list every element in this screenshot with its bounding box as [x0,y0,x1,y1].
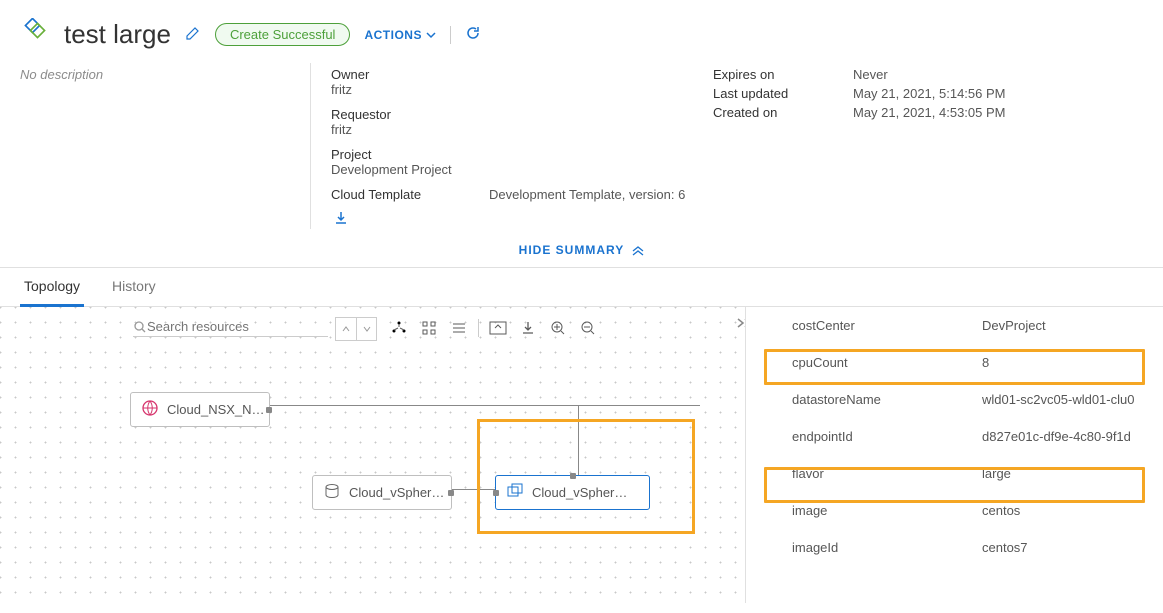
edit-title-icon[interactable] [185,25,201,44]
created-label: Created on [713,105,853,120]
zoom-out-icon[interactable] [577,317,599,339]
prop-key: costCenter [792,318,982,333]
search-icon [133,320,147,334]
node-nsx-network[interactable]: Cloud_NSX_N… [130,392,270,427]
actions-label: ACTIONS [364,28,422,42]
highlight-flavor-row [764,467,1145,503]
prop-row: costCenterDevProject [746,307,1163,344]
tab-history[interactable]: History [108,268,160,306]
prop-key: datastoreName [792,392,982,407]
port [493,490,499,496]
created-value: May 21, 2021, 4:53:05 PM [853,105,1005,120]
search-next[interactable] [356,318,376,340]
chevron-down-icon [426,30,436,40]
prop-key: imageId [792,540,982,555]
separator [450,26,451,44]
tab-topology[interactable]: Topology [20,268,84,307]
download-canvas-icon[interactable] [517,317,539,339]
edge [270,405,700,406]
vm-icon [506,482,524,503]
requestor-value: fritz [331,122,713,137]
updated-value: May 21, 2021, 5:14:56 PM [853,86,1005,101]
prop-row: endpointIdd827e01c-df9e-4c80-9f1d [746,418,1163,455]
search-input[interactable] [147,319,328,334]
search-prev[interactable] [336,318,356,340]
node-vm-selected[interactable]: Cloud_vSpher… [495,475,650,510]
cloud-template-value: Development Template, version: 6 [489,187,685,202]
datastore-icon [323,482,341,503]
expires-value: Never [853,67,888,82]
topology-canvas[interactable]: Cloud_NSX_N… Cloud_vSpher… Cloud_vSpher… [0,307,745,603]
requestor-label: Requestor [331,107,471,122]
vmware-logo-icon [20,18,50,51]
search-resources[interactable] [133,317,328,337]
prop-val: wld01-sc2vc05-wld01-clu0 [982,392,1134,407]
status-badge: Create Successful [215,23,351,46]
prop-val: d827e01c-df9e-4c80-9f1d [982,429,1131,444]
description-placeholder: No description [20,63,310,229]
layout-auto-icon[interactable] [388,317,410,339]
highlight-cpu-row [764,349,1145,385]
hide-summary-toggle[interactable]: HIDE SUMMARY [0,237,1163,267]
prop-key: endpointId [792,429,982,444]
owner-value: fritz [331,82,713,97]
port [448,490,454,496]
download-template-icon[interactable] [331,210,713,229]
layout-grid-icon[interactable] [418,317,440,339]
node-label: Cloud_vSpher… [532,485,627,500]
node-label: Cloud_NSX_N… [167,402,265,417]
prop-val: centos [982,503,1020,518]
expires-label: Expires on [713,67,853,82]
port [570,473,576,479]
refresh-button[interactable] [465,25,481,44]
project-value: Development Project [331,162,713,177]
prop-row: datastoreNamewld01-sc2vc05-wld01-clu0 [746,381,1163,418]
prop-val: centos7 [982,540,1028,555]
properties-panel: costCenterDevProject cpuCount8 datastore… [745,307,1163,603]
prop-row: imageIdcentos7 [746,529,1163,566]
page-title: test large [64,19,171,50]
updated-label: Last updated [713,86,853,101]
network-icon [141,399,159,420]
actions-dropdown[interactable]: ACTIONS [364,28,436,42]
prop-val: DevProject [982,318,1046,333]
cloud-template-label: Cloud Template [331,187,471,202]
node-datastore[interactable]: Cloud_vSpher… [312,475,452,510]
expand-panel-icon[interactable] [736,317,745,332]
zoom-in-icon[interactable] [547,317,569,339]
toolbar-separator [478,319,479,337]
fit-screen-icon[interactable] [487,317,509,339]
port [266,407,272,413]
double-chevron-up-icon [632,246,644,256]
hide-summary-label: HIDE SUMMARY [519,243,624,257]
prop-key: image [792,503,982,518]
node-label: Cloud_vSpher… [349,485,444,500]
layout-list-icon[interactable] [448,317,470,339]
project-label: Project [331,147,471,162]
owner-label: Owner [331,67,471,82]
